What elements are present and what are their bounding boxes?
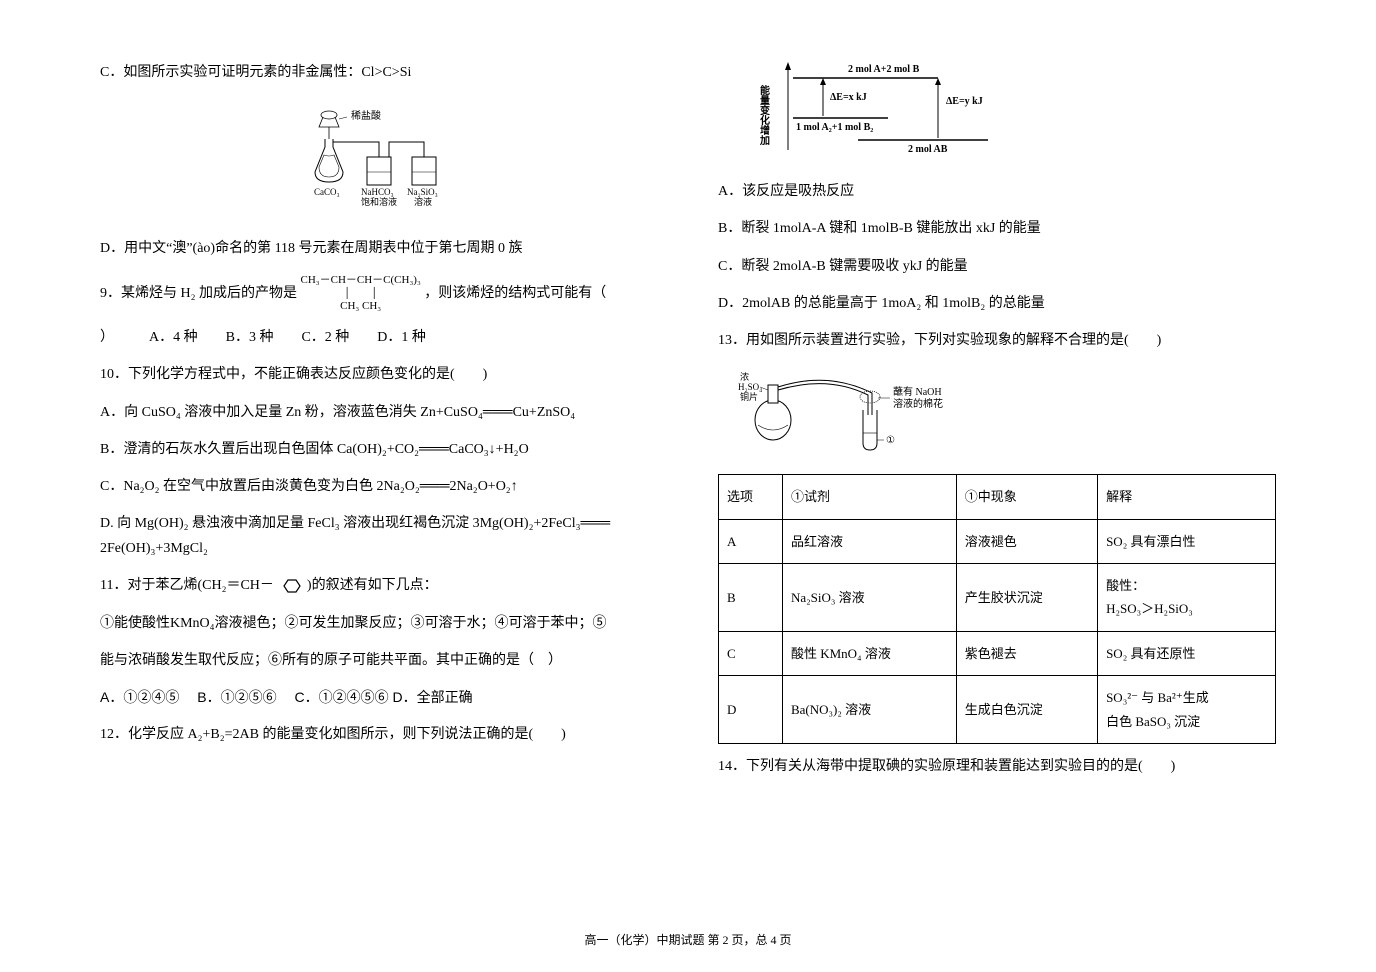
q10-option-d: D. 向 Mg(OH)₂ 悬浊液中滴加足量 FeCl₃ 溶液出现红褐色沉淀 3M… — [100, 511, 658, 561]
q10-option-a: A．向 CuSO₄ 溶液中加入足量 Zn 粉，溶液蓝色消失 Zn+CuSO₄══… — [100, 400, 658, 425]
experiment-diagram-2: 浓 H₂SO₄ 铜片 蘸有 NaOH 溶液的棉花 ① — [738, 365, 1276, 464]
svg-text:能量变化增加: 能量变化增加 — [758, 84, 771, 146]
svg-text:铜片: 铜片 — [740, 391, 758, 402]
svg-text:溶液的棉花: 溶液的棉花 — [893, 397, 943, 410]
option-c: C．如图所示实验可证明元素的非金属性：Cl>C>Si — [100, 60, 658, 85]
svg-text:NaHCO₃: NaHCO₃ — [361, 187, 394, 197]
svg-text:溶液: 溶液 — [414, 196, 432, 207]
q11-line1: ①能使酸性KMnO₄溶液褪色；②可发生加聚反应；③可溶于水；④可溶于苯中；⑤ — [100, 611, 658, 636]
svg-text:2 mol AB: 2 mol AB — [908, 144, 948, 155]
q12-option-d: D．2molAB 的总能量高于 1moA₂ 和 1molB₂ 的总能量 — [718, 291, 1276, 316]
q10-option-c: C．Na₂O₂ 在空气中放置后由淡黄色变为白色 2Na₂O₂═══2Na₂O+O… — [100, 474, 658, 499]
question-14: 14．下列有关从海带中提取碘的实验原理和装置能达到实验目的的是( ) — [718, 754, 1276, 779]
question-12: 12．化学反应 A₂+B₂=2AB 的能量变化如图所示，则下列说法正确的是( ) — [100, 722, 658, 747]
q12-option-b: B．断裂 1molA-A 键和 1molB-B 键能放出 xkJ 的能量 — [718, 216, 1276, 241]
svg-text:H₂SO₄: H₂SO₄ — [738, 382, 762, 392]
svg-text:1 mol A₂+1 mol B₂: 1 mol A₂+1 mol B₂ — [796, 122, 873, 133]
svg-text:ΔE=x kJ: ΔE=x kJ — [830, 92, 867, 103]
svg-text:①: ① — [886, 435, 895, 446]
question-11: 11．对于苯乙烯(CH₂＝CH－ )的叙述有如下几点： — [100, 573, 658, 598]
option-d: D．用中文“澳”(ào)命名的第 118 号元素在周期表中位于第七周期 0 族 — [100, 236, 658, 261]
svg-text:ΔE=y kJ: ΔE=y kJ — [946, 96, 983, 107]
th-explain: 解释 — [1098, 475, 1276, 519]
svg-text:2 mol A+2 mol B: 2 mol A+2 mol B — [848, 64, 920, 75]
svg-text:浓: 浓 — [740, 372, 749, 382]
experiment-diagram-1: 稀盐酸 CaCO₃ NaHCO₃ 饱和溶液 Na₂SiO₃ 溶液 — [100, 97, 658, 226]
q12-option-a: A．该反应是吸热反应 — [718, 179, 1276, 204]
q11-options: A．①②④⑤ B．①②⑤⑥ C．①②④⑤⑥ D．全部正确 — [100, 685, 658, 710]
page-footer: 高一（化学）中期试题 第 2 页，总 4 页 — [0, 930, 1376, 952]
question-10: 10．下列化学方程式中，不能正确表达反应颜色变化的是( ) — [100, 362, 658, 387]
table-row: A 品红溶液 溶液褪色 SO₂ 具有漂白性 — [719, 519, 1276, 563]
question-9-options: ） A．4 种 B．3 种 C．2 种 D．1 种 — [100, 325, 658, 350]
q10-option-b: B．澄清的石灰水久置后出现白色固体 Ca(OH)₂+CO₂═══CaCO₃↓+H… — [100, 437, 658, 462]
table-row: B Na₂SiO₃ 溶液 产生胶状沉淀 酸性： H₂SO₃＞H₂SiO₃ — [719, 564, 1276, 632]
question-9: 9．某烯烃与 H₂ 加成后的产物是 CH₃－CH－CH－C(CH₃)₃ │ │ … — [100, 274, 658, 314]
table-row: C 酸性 KMnO₄ 溶液 紫色褪去 SO₂ 具有还原性 — [719, 631, 1276, 675]
svg-text:饱和溶液: 饱和溶液 — [361, 196, 397, 207]
question-13: 13．用如图所示装置进行实验，下列对实验现象的解释不合理的是( ) — [718, 328, 1276, 353]
svg-text:蘸有 NaOH: 蘸有 NaOH — [893, 385, 942, 398]
q13-table: 选项 ①试剂 ①中现象 解释 A 品红溶液 溶液褪色 SO₂ 具有漂白性 B N… — [718, 474, 1276, 744]
svg-text:CaCO₃: CaCO₃ — [314, 187, 340, 197]
svg-text:稀盐酸: 稀盐酸 — [351, 109, 381, 122]
table-row: D Ba(NO₃)₂ 溶液 生成白色沉淀 SO₃²⁻ 与 Ba²⁺生成 白色 B… — [719, 676, 1276, 744]
q12-option-c: C．断裂 2molA-B 键需要吸收 ykJ 的能量 — [718, 254, 1276, 279]
svg-text:Na₂SiO₃: Na₂SiO₃ — [407, 187, 438, 197]
th-option: 选项 — [719, 475, 783, 519]
th-phenomenon: ①中现象 — [956, 475, 1097, 519]
energy-diagram: 2 mol A+2 mol B ΔE=x kJ ΔE=y kJ 1 mol A₂… — [758, 60, 1276, 169]
q11-line2: 能与浓硝酸发生取代反应；⑥所有的原子可能共平面。其中正确的是（ ） — [100, 648, 658, 673]
th-reagent: ①试剂 — [782, 475, 956, 519]
